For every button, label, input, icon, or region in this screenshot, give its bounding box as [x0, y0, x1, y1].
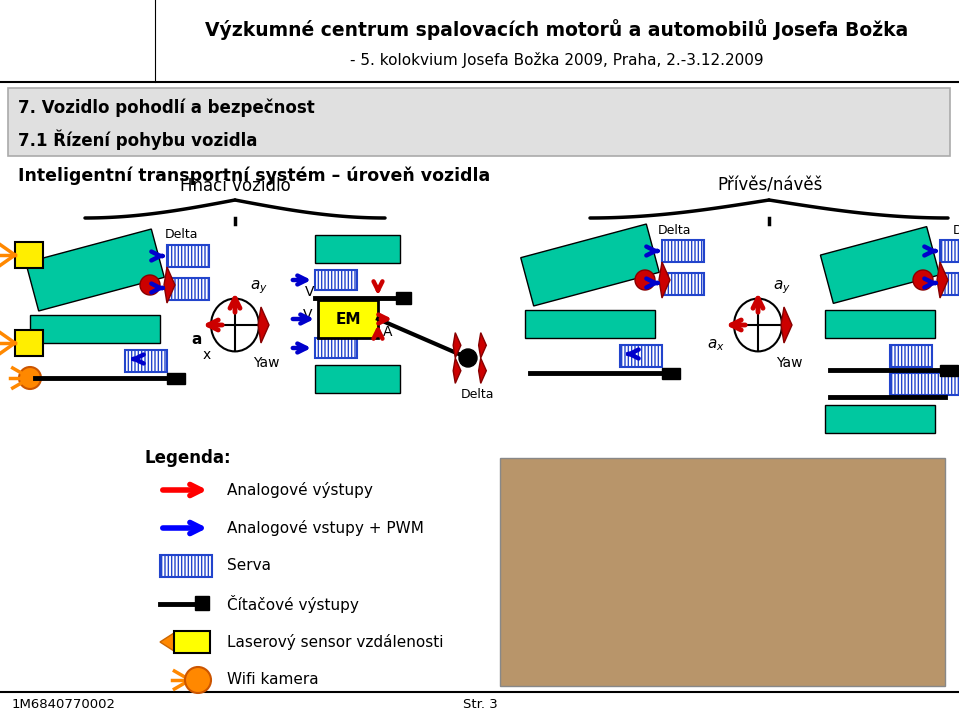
Bar: [940, 365, 958, 376]
Text: Wifi kamera: Wifi kamera: [227, 672, 318, 687]
Bar: [890, 373, 959, 395]
Bar: [315, 235, 400, 263]
Bar: [125, 350, 167, 372]
Ellipse shape: [734, 299, 782, 352]
Circle shape: [185, 667, 211, 693]
Bar: [940, 240, 959, 262]
Circle shape: [19, 367, 41, 389]
Bar: [825, 405, 935, 433]
Bar: [315, 270, 357, 290]
Bar: [26, 229, 164, 311]
Text: Čítačové výstupy: Čítačové výstupy: [227, 595, 359, 613]
Bar: [167, 373, 185, 384]
Ellipse shape: [211, 299, 259, 352]
Text: 7. Vozidlo pohodlí a bezpečnost: 7. Vozidlo pohodlí a bezpečnost: [18, 98, 315, 117]
Bar: [315, 338, 357, 358]
Polygon shape: [479, 333, 486, 358]
Circle shape: [913, 270, 933, 290]
Bar: [890, 345, 932, 367]
Text: $a_y$: $a_y$: [773, 278, 791, 296]
Polygon shape: [454, 333, 461, 358]
Bar: [167, 245, 209, 267]
Bar: [825, 310, 935, 338]
Text: Serva: Serva: [227, 558, 271, 573]
Text: A: A: [384, 325, 393, 339]
Circle shape: [459, 349, 477, 367]
Text: $a_y$: $a_y$: [250, 278, 268, 296]
Text: - 5. kolokvium Josefa Božka 2009, Praha, 2.-3.12.2009: - 5. kolokvium Josefa Božka 2009, Praha,…: [350, 52, 763, 68]
Text: a: a: [192, 332, 202, 347]
Text: Delta: Delta: [165, 228, 199, 242]
Text: EM: EM: [336, 312, 361, 327]
Text: $a_x$: $a_x$: [707, 337, 725, 353]
Text: 1M6840770002: 1M6840770002: [12, 697, 116, 710]
Polygon shape: [937, 262, 948, 298]
Bar: [525, 310, 655, 338]
Bar: [662, 273, 704, 295]
Bar: [318, 300, 378, 338]
Bar: [500, 458, 945, 686]
Text: Yaw: Yaw: [776, 356, 803, 370]
Polygon shape: [479, 358, 486, 384]
Bar: [521, 224, 659, 306]
Text: Delta: Delta: [953, 223, 959, 237]
Polygon shape: [781, 307, 792, 343]
Bar: [820, 227, 940, 304]
Text: Hnací vozidlo: Hnací vozidlo: [179, 177, 291, 195]
Bar: [160, 555, 212, 577]
Bar: [396, 292, 411, 304]
Text: Delta: Delta: [658, 223, 691, 237]
Circle shape: [140, 275, 160, 295]
Bar: [8, 88, 950, 156]
Bar: [940, 273, 959, 295]
Text: Inteligentní transportní systém – úroveň vozidla: Inteligentní transportní systém – úroveň…: [18, 167, 490, 185]
Bar: [315, 365, 400, 393]
Text: Přívěs/návěš: Přívěs/návěš: [717, 177, 823, 195]
Text: Str. 3: Str. 3: [462, 697, 498, 710]
Bar: [15, 242, 43, 268]
Text: V: V: [303, 308, 313, 322]
Bar: [167, 278, 209, 300]
Bar: [30, 315, 160, 343]
Polygon shape: [258, 307, 269, 343]
Bar: [620, 345, 662, 367]
Text: Výzkumné centrum spalovacích motorů a automobilů Josefa Božka: Výzkumné centrum spalovacích motorů a au…: [205, 19, 908, 41]
Polygon shape: [160, 633, 174, 651]
Text: Legenda:: Legenda:: [145, 449, 232, 467]
Bar: [195, 596, 209, 610]
Bar: [662, 368, 680, 379]
Polygon shape: [164, 267, 175, 303]
Text: Analogové vstupy + PWM: Analogové vstupy + PWM: [227, 520, 424, 536]
Text: Yaw: Yaw: [253, 356, 279, 370]
Bar: [662, 240, 704, 262]
Polygon shape: [659, 262, 670, 298]
Text: x: x: [203, 348, 211, 362]
Text: Delta: Delta: [461, 388, 495, 401]
Text: Laserový sensor vzdálenosti: Laserový sensor vzdálenosti: [227, 634, 443, 650]
Bar: [15, 330, 43, 356]
Text: V: V: [305, 285, 315, 299]
Circle shape: [635, 270, 655, 290]
Text: 7.1 Řízení pohybu vozidla: 7.1 Řízení pohybu vozidla: [18, 130, 257, 150]
Bar: [174, 631, 210, 653]
Polygon shape: [454, 358, 461, 384]
Text: Analogové výstupy: Analogové výstupy: [227, 482, 373, 498]
